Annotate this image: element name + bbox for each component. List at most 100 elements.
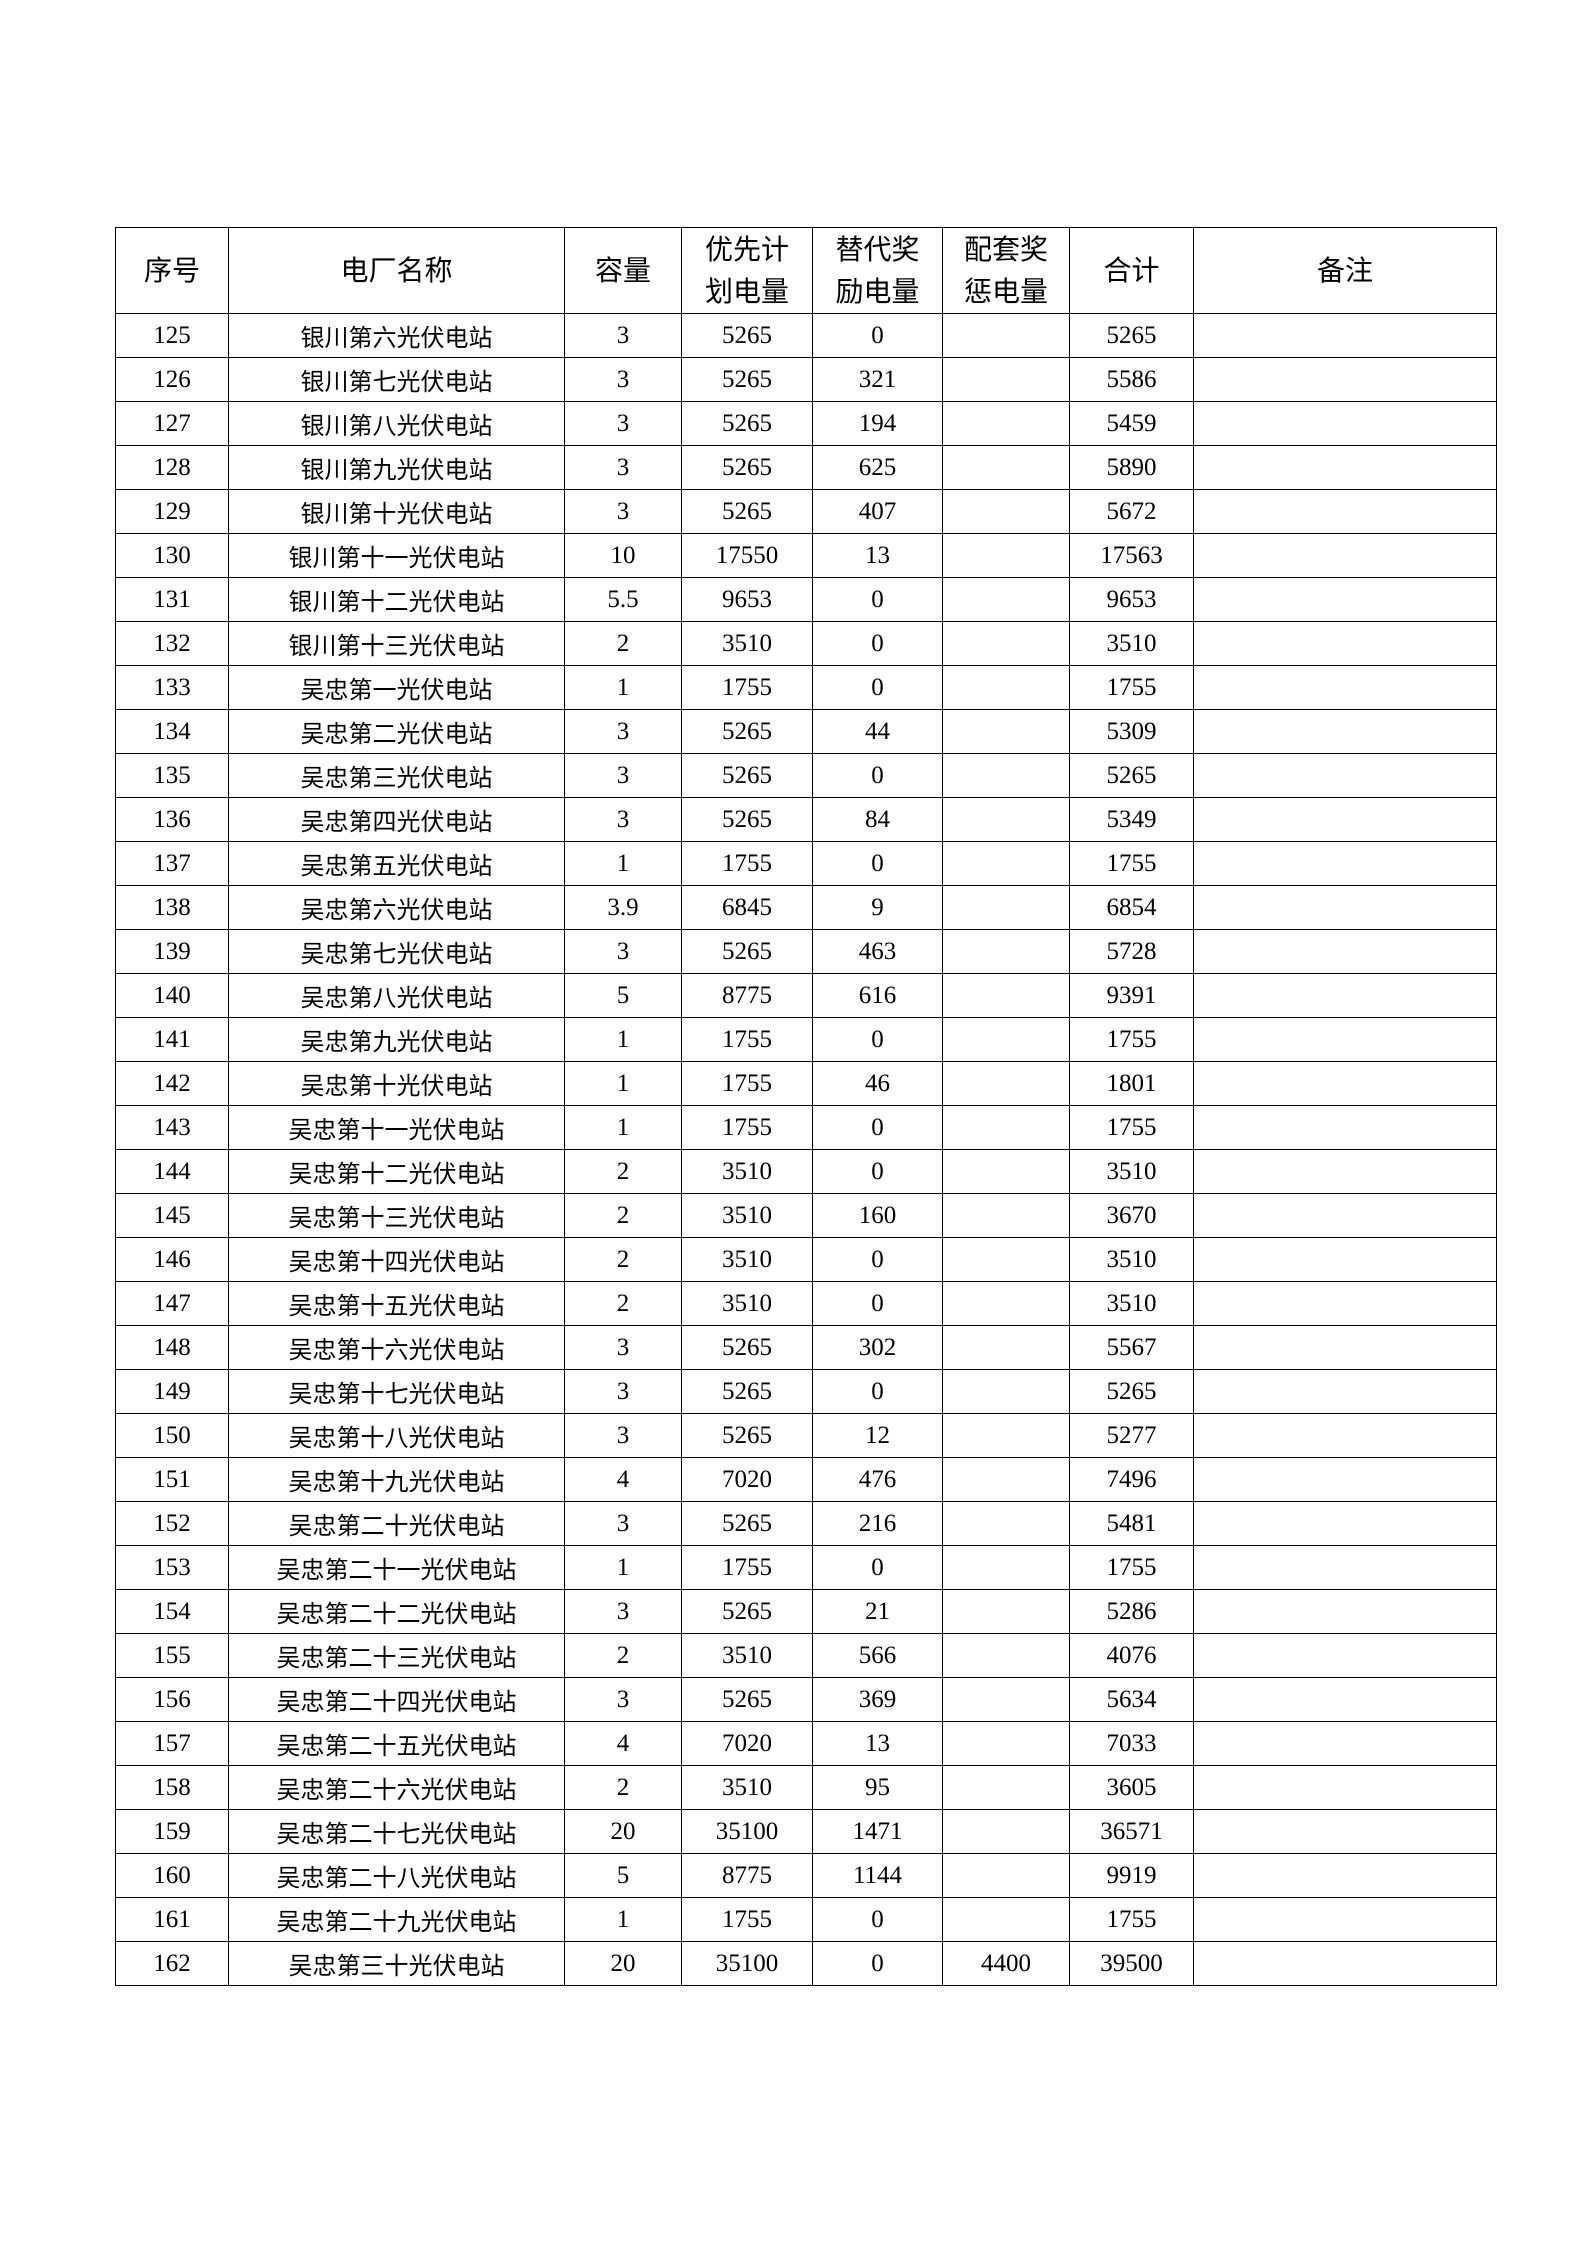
col-capacity-cell: 2 bbox=[564, 1765, 682, 1810]
col-supporting-reward-cell bbox=[942, 1413, 1070, 1458]
col-capacity-cell: 20 bbox=[564, 1941, 682, 1986]
col-index-cell: 130 bbox=[115, 533, 229, 578]
col-plant-name-cell: 吴忠第二十五光伏电站 bbox=[228, 1721, 565, 1766]
col-total-cell: 9653 bbox=[1069, 577, 1194, 622]
col-index-cell: 154 bbox=[115, 1589, 229, 1634]
col-remarks-cell bbox=[1193, 1457, 1497, 1502]
col-replacement-reward-cell: 0 bbox=[812, 313, 943, 358]
col-total-cell: 5567 bbox=[1069, 1325, 1194, 1370]
col-capacity-cell: 3 bbox=[564, 1677, 682, 1722]
col-total-cell: 9391 bbox=[1069, 973, 1194, 1018]
col-supporting-reward-cell bbox=[942, 1897, 1070, 1942]
col-supporting-reward-cell bbox=[942, 445, 1070, 490]
col-capacity-cell: 1 bbox=[564, 1061, 682, 1106]
col-replacement-reward-cell: 0 bbox=[812, 753, 943, 798]
col-plant-name-cell: 银川第九光伏电站 bbox=[228, 445, 565, 490]
col-remarks-cell bbox=[1193, 885, 1497, 930]
col-capacity-cell: 3 bbox=[564, 489, 682, 534]
col-plant-name-cell: 吴忠第十八光伏电站 bbox=[228, 1413, 565, 1458]
col-remarks-cell bbox=[1193, 1501, 1497, 1546]
table-row: 131 银川第十二光伏电站 5.5 9653 0 9653 bbox=[115, 577, 1497, 622]
col-priority-plan-cell: 1755 bbox=[681, 1105, 813, 1150]
col-total-cell: 5586 bbox=[1069, 357, 1194, 402]
col-supporting-reward-cell bbox=[942, 1105, 1070, 1150]
col-total-cell: 5890 bbox=[1069, 445, 1194, 490]
col-priority-plan-cell: 5265 bbox=[681, 1677, 813, 1722]
table-row: 130 银川第十一光伏电站 10 17550 13 17563 bbox=[115, 533, 1497, 578]
col-replacement-reward-cell: 0 bbox=[812, 1941, 943, 1986]
col-index-cell: 137 bbox=[115, 841, 229, 886]
col-replacement-reward-cell: 0 bbox=[812, 1105, 943, 1150]
col-total-cell: 1755 bbox=[1069, 1545, 1194, 1590]
col-capacity-cell: 2 bbox=[564, 1149, 682, 1194]
col-plant-name-cell: 吴忠第九光伏电站 bbox=[228, 1017, 565, 1062]
col-remarks-cell bbox=[1193, 1325, 1497, 1370]
table-row: 132 银川第十三光伏电站 2 3510 0 3510 bbox=[115, 621, 1497, 666]
col-total-cell: 3510 bbox=[1069, 1149, 1194, 1194]
col-total-cell: 1755 bbox=[1069, 1897, 1194, 1942]
col-index-cell: 142 bbox=[115, 1061, 229, 1106]
col-replacement-reward-cell: 0 bbox=[812, 1281, 943, 1326]
col-plant-name-cell: 吴忠第七光伏电站 bbox=[228, 929, 565, 974]
col-priority-plan-cell: 1755 bbox=[681, 841, 813, 886]
col-supporting-reward-cell bbox=[942, 401, 1070, 446]
power-plant-table: 序号 电厂名称 容量 优先计 划电量 替代奖 励电量 配套奖 惩电量 合计 备注 125 银川第… bbox=[115, 227, 1497, 1986]
col-capacity-cell: 3 bbox=[564, 1413, 682, 1458]
col-total-cell: 17563 bbox=[1069, 533, 1194, 578]
col-replacement-reward-cell: 1144 bbox=[812, 1853, 943, 1898]
table-row: 151 吴忠第十九光伏电站 4 7020 476 7496 bbox=[115, 1457, 1497, 1502]
col-plant-name-cell: 银川第十二光伏电站 bbox=[228, 577, 565, 622]
col-remarks-cell bbox=[1193, 489, 1497, 534]
col-remarks-cell bbox=[1193, 665, 1497, 710]
table-row: 138 吴忠第六光伏电站 3.9 6845 9 6854 bbox=[115, 885, 1497, 930]
col-plant-name-cell: 吴忠第十三光伏电站 bbox=[228, 1193, 565, 1238]
col-capacity-cell: 3 bbox=[564, 709, 682, 754]
col-index-cell: 144 bbox=[115, 1149, 229, 1194]
col-plant-name-cell: 吴忠第二十八光伏电站 bbox=[228, 1853, 565, 1898]
col-index-cell: 146 bbox=[115, 1237, 229, 1282]
table-row: 136 吴忠第四光伏电站 3 5265 84 5349 bbox=[115, 797, 1497, 842]
col-priority-plan-cell: 3510 bbox=[681, 1237, 813, 1282]
col-remarks-cell bbox=[1193, 709, 1497, 754]
col-remarks-cell bbox=[1193, 577, 1497, 622]
table-row: 152 吴忠第二十光伏电站 3 5265 216 5481 bbox=[115, 1501, 1497, 1546]
col-priority-plan-cell: 1755 bbox=[681, 665, 813, 710]
col-capacity-cell: 3 bbox=[564, 1325, 682, 1370]
col-total-cell: 5286 bbox=[1069, 1589, 1194, 1634]
col-replacement-reward-cell: 407 bbox=[812, 489, 943, 534]
col-index-cell: 129 bbox=[115, 489, 229, 534]
col-capacity-cell: 1 bbox=[564, 1545, 682, 1590]
col-priority-plan-cell: 5265 bbox=[681, 709, 813, 754]
col-supporting-reward-cell bbox=[942, 973, 1070, 1018]
col-plant-name-cell: 吴忠第二十一光伏电站 bbox=[228, 1545, 565, 1590]
col-priority-plan-cell: 5265 bbox=[681, 1325, 813, 1370]
col-replacement-reward-cell: 625 bbox=[812, 445, 943, 490]
col-priority-plan-cell: 3510 bbox=[681, 1193, 813, 1238]
col-supporting-reward-cell bbox=[942, 1721, 1070, 1766]
col-priority-plan-cell: 17550 bbox=[681, 533, 813, 578]
table-row: 157 吴忠第二十五光伏电站 4 7020 13 7033 bbox=[115, 1721, 1497, 1766]
col-remarks-cell bbox=[1193, 357, 1497, 402]
col-plant-name-cell: 吴忠第二十三光伏电站 bbox=[228, 1633, 565, 1678]
col-supporting-reward-cell bbox=[942, 621, 1070, 666]
col-total-cell: 1755 bbox=[1069, 665, 1194, 710]
col-supporting-reward-cell bbox=[942, 1809, 1070, 1854]
col-plant-name-cell: 吴忠第二光伏电站 bbox=[228, 709, 565, 754]
col-supporting-reward-cell bbox=[942, 1765, 1070, 1810]
col-index-cell: 141 bbox=[115, 1017, 229, 1062]
header-plant-name: 电厂名称 bbox=[228, 227, 565, 314]
col-replacement-reward-cell: 84 bbox=[812, 797, 943, 842]
header-priority-plan: 优先计 划电量 bbox=[681, 227, 813, 314]
col-capacity-cell: 2 bbox=[564, 621, 682, 666]
col-plant-name-cell: 吴忠第二十光伏电站 bbox=[228, 1501, 565, 1546]
col-index-cell: 134 bbox=[115, 709, 229, 754]
table-row: 129 银川第十光伏电站 3 5265 407 5672 bbox=[115, 489, 1497, 534]
col-remarks-cell bbox=[1193, 401, 1497, 446]
col-total-cell: 1755 bbox=[1069, 1105, 1194, 1150]
col-remarks-cell bbox=[1193, 313, 1497, 358]
col-plant-name-cell: 吴忠第三十光伏电站 bbox=[228, 1941, 565, 1986]
col-capacity-cell: 5 bbox=[564, 1853, 682, 1898]
col-priority-plan-cell: 8775 bbox=[681, 1853, 813, 1898]
col-priority-plan-cell: 5265 bbox=[681, 1413, 813, 1458]
col-priority-plan-cell: 5265 bbox=[681, 1501, 813, 1546]
